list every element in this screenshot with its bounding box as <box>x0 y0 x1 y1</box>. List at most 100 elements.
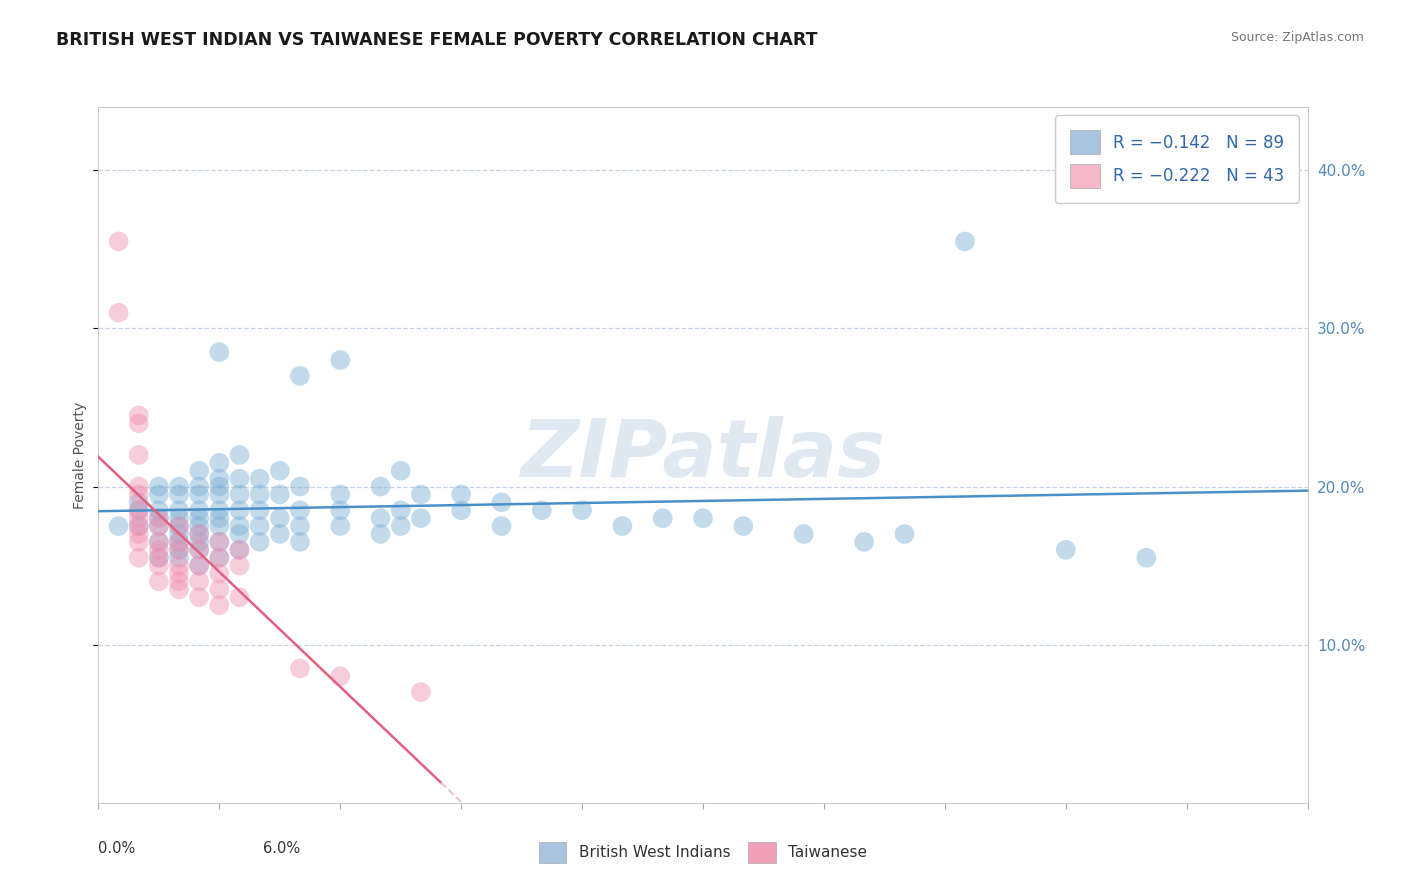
Point <box>793 527 815 541</box>
Point <box>128 487 150 501</box>
Point <box>370 511 392 525</box>
Point <box>167 527 190 541</box>
Point <box>188 535 211 549</box>
Point <box>389 464 412 478</box>
Point <box>228 542 250 557</box>
Point <box>188 527 211 541</box>
Point <box>208 479 231 493</box>
Point <box>269 527 291 541</box>
Point <box>208 503 231 517</box>
Point <box>148 574 170 589</box>
Point <box>167 535 190 549</box>
Point <box>228 448 250 462</box>
Text: Source: ZipAtlas.com: Source: ZipAtlas.com <box>1230 31 1364 45</box>
Point <box>370 527 392 541</box>
Point <box>491 495 513 509</box>
Point <box>128 503 150 517</box>
Point <box>1135 550 1157 565</box>
Point <box>148 511 170 525</box>
Point <box>288 479 311 493</box>
Y-axis label: Female Poverty: Female Poverty <box>73 401 87 508</box>
Point <box>128 503 150 517</box>
Point <box>1054 542 1077 557</box>
Point <box>188 574 211 589</box>
Point <box>208 535 231 549</box>
Point <box>208 535 231 549</box>
Point <box>208 519 231 533</box>
Point <box>167 542 190 557</box>
Point <box>148 558 170 573</box>
Point <box>329 503 352 517</box>
Point <box>128 479 150 493</box>
Point <box>228 527 250 541</box>
Point <box>107 519 129 533</box>
Point <box>188 558 211 573</box>
Point <box>208 345 231 359</box>
Point <box>167 519 190 533</box>
Point <box>107 305 129 319</box>
Point <box>228 591 250 605</box>
Point <box>208 598 231 612</box>
Point <box>188 542 211 557</box>
Point <box>612 519 634 533</box>
Point <box>651 511 673 525</box>
Point <box>167 487 190 501</box>
Point <box>167 511 190 525</box>
Point <box>288 519 311 533</box>
Point <box>167 542 190 557</box>
Point <box>188 511 211 525</box>
Point <box>148 511 170 525</box>
Point <box>167 550 190 565</box>
Point <box>148 550 170 565</box>
Point <box>208 582 231 597</box>
Point <box>288 503 311 517</box>
Point <box>228 519 250 533</box>
Point <box>389 503 412 517</box>
Point <box>188 527 211 541</box>
Point <box>188 479 211 493</box>
Point <box>128 495 150 509</box>
Legend: R = −0.142   N = 89, R = −0.222   N = 43: R = −0.142 N = 89, R = −0.222 N = 43 <box>1054 115 1299 202</box>
Point <box>269 464 291 478</box>
Point <box>228 472 250 486</box>
Point <box>148 542 170 557</box>
Point <box>409 685 432 699</box>
Point <box>450 503 472 517</box>
Point <box>167 519 190 533</box>
Point <box>107 235 129 249</box>
Text: 0.0%: 0.0% <box>98 841 135 856</box>
Point <box>128 550 150 565</box>
Text: 6.0%: 6.0% <box>263 841 299 856</box>
Point <box>167 574 190 589</box>
Text: ZIPatlas: ZIPatlas <box>520 416 886 494</box>
Point <box>329 669 352 683</box>
Point <box>167 566 190 581</box>
Point <box>571 503 593 517</box>
Point <box>329 353 352 368</box>
Point <box>128 511 150 525</box>
Point <box>329 487 352 501</box>
Point <box>128 417 150 431</box>
Legend: British West Indians, Taiwanese: British West Indians, Taiwanese <box>527 830 879 875</box>
Point <box>167 503 190 517</box>
Point <box>249 487 271 501</box>
Point <box>188 591 211 605</box>
Point <box>288 535 311 549</box>
Point <box>409 511 432 525</box>
Point <box>208 550 231 565</box>
Point <box>853 535 876 549</box>
Point <box>249 472 271 486</box>
Point <box>188 464 211 478</box>
Point <box>128 535 150 549</box>
Point <box>167 479 190 493</box>
Point <box>188 503 211 517</box>
Point <box>491 519 513 533</box>
Point <box>128 519 150 533</box>
Point <box>249 519 271 533</box>
Point <box>288 368 311 383</box>
Point <box>208 511 231 525</box>
Point <box>409 487 432 501</box>
Point <box>128 519 150 533</box>
Point <box>249 503 271 517</box>
Point <box>208 550 231 565</box>
